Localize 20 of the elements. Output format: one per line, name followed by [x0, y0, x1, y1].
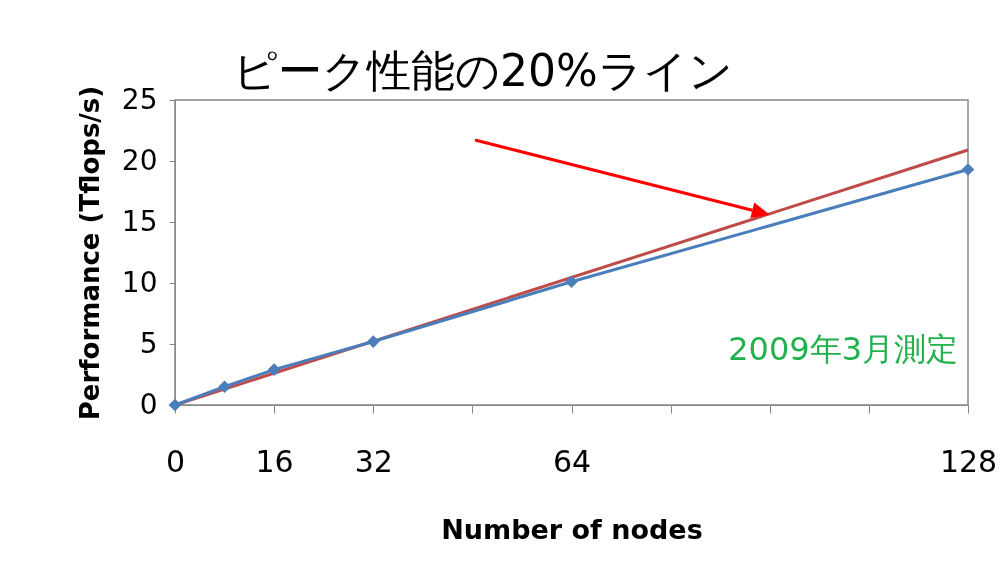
x-tick-label: 32 — [354, 443, 393, 479]
annotation: 2009年3月測定 — [728, 330, 958, 368]
point — [961, 163, 975, 176]
x-axis-title: Number of nodes — [441, 513, 703, 545]
y-tick-label: 5 — [139, 326, 158, 360]
point — [218, 380, 231, 394]
y-tick-label: 15 — [121, 204, 158, 238]
point — [366, 335, 380, 348]
x-tick-label: 0 — [165, 443, 186, 479]
x-tick-label: 16 — [255, 443, 294, 479]
y-tick-label: 10 — [121, 265, 158, 299]
point — [565, 275, 578, 289]
x-tick-label: 64 — [552, 443, 592, 479]
y-axis-title: Performance (Tflops/s) — [74, 85, 105, 421]
x-tick-label: 128 — [939, 443, 998, 479]
annotation: ピーク性能の20%ライン — [233, 45, 733, 96]
y-tick-label: 20 — [121, 143, 158, 177]
y-tick-label: 25 — [121, 82, 158, 116]
point — [267, 363, 281, 376]
y-tick-label: 0 — [139, 387, 158, 421]
